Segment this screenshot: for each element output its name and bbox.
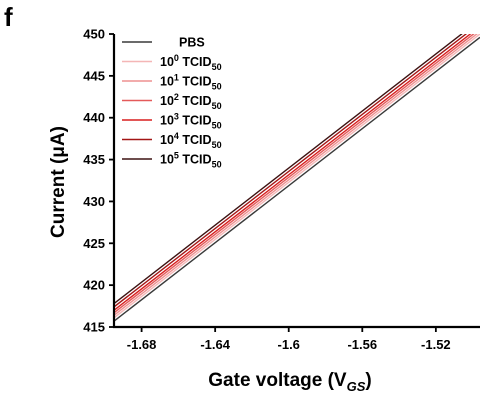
x-axis-label: Gate voltage (VGS)	[208, 370, 371, 394]
x-tick-label: -1.56	[347, 337, 377, 352]
legend-label-4: 103 TCID50	[160, 112, 222, 131]
y-tick-label: 445	[83, 68, 105, 83]
x-axis-label-subscript: GS	[347, 379, 366, 394]
x-tick-label: -1.68	[127, 337, 157, 352]
y-tick-label: 435	[83, 152, 105, 167]
x-tick-label: -1.6	[278, 337, 300, 352]
series-lines	[114, 34, 480, 322]
series-line-2	[114, 34, 478, 316]
y-tick-label: 420	[83, 278, 105, 293]
x-tick-label: -1.52	[421, 337, 451, 352]
legend-label-6: 105 TCID50	[160, 151, 222, 170]
legend-label-3: 102 TCID50	[160, 92, 222, 111]
series-line-4	[114, 34, 472, 311]
x-axis: -1.68 -1.64 -1.6 -1.56 -1.52	[127, 327, 451, 352]
legend-label-1: 100 TCID50	[160, 53, 222, 72]
series-line-6	[114, 34, 463, 305]
y-tick-label: 440	[83, 110, 105, 125]
series-line-0	[114, 36, 480, 322]
y-tick-label: 415	[83, 320, 105, 335]
y-axis-label: Current (μA)	[48, 126, 69, 238]
legend-label-0: PBS	[179, 36, 205, 50]
panel-label: f	[4, 2, 13, 32]
x-tick-label: -1.64	[200, 337, 230, 352]
y-tick-label: 450	[83, 27, 105, 42]
legend-label-2: 101 TCID50	[160, 73, 222, 92]
legend-label-5: 104 TCID50	[160, 131, 222, 150]
series-line-5	[114, 34, 468, 308]
y-tick-label: 425	[83, 236, 105, 251]
y-tick-label: 430	[83, 194, 105, 209]
y-axis: 415 420 425 430 435 440 445 450	[83, 27, 114, 335]
plot-area	[112, 34, 480, 329]
series-line-3	[114, 34, 475, 314]
series-line-1	[114, 34, 480, 319]
